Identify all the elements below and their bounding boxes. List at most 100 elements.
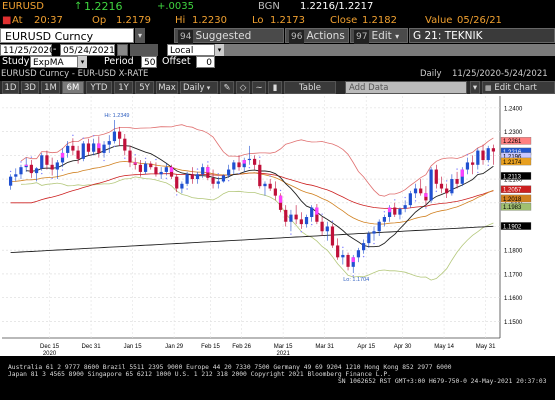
- end-date-field[interactable]: 05/24/2021: [60, 44, 115, 56]
- security-input[interactable]: EURUSD Curncy: [0, 28, 134, 43]
- candle: [289, 209, 293, 232]
- bid-ask-price: 1.2216/1.2217: [300, 1, 374, 12]
- price-chart[interactable]: 1.24001.23001.22001.21001.20001.19001.18…: [0, 94, 555, 356]
- candle: [24, 157, 28, 172]
- currency-chevron-down-icon[interactable]: ▾: [215, 44, 224, 56]
- candle: [60, 148, 65, 168]
- candle-highlight: [97, 143, 101, 149]
- candle: [294, 205, 298, 225]
- candle: [252, 155, 257, 170]
- offset-field[interactable]: 0: [196, 56, 215, 68]
- range-1y-button[interactable]: 1Y: [114, 81, 133, 94]
- calendar-icon[interactable]: [117, 44, 128, 56]
- price-tag: 1.2057: [500, 185, 532, 194]
- add-data-input[interactable]: Add Data: [345, 81, 467, 94]
- study-select[interactable]: ExpMA: [30, 56, 78, 68]
- candle-body: [45, 155, 49, 165]
- zoom-icon[interactable]: ◇: [236, 81, 250, 94]
- candle: [304, 214, 309, 228]
- frequency-select[interactable]: Daily ▾: [180, 81, 218, 94]
- sar-dot: [82, 137, 84, 139]
- sar-dot: [456, 168, 458, 170]
- footer-contacts-line2: Japan 81 3 4565 8900 Singapore 65 6212 1…: [8, 371, 391, 378]
- sar-dot: [435, 190, 437, 193]
- candle: [107, 135, 111, 153]
- price-tag-box: [500, 194, 532, 203]
- candle-body: [403, 205, 407, 209]
- candle: [346, 252, 350, 271]
- study-bar: [0, 56, 555, 68]
- candle-body: [372, 231, 376, 234]
- chart-type-line-icon[interactable]: ∼: [252, 81, 266, 94]
- ema-long-line: [10, 161, 494, 225]
- x-tick-label: Dec 15: [40, 344, 60, 350]
- period-label: Period: [104, 56, 134, 67]
- draw-tool-icon[interactable]: ✎: [220, 81, 234, 94]
- date-range-spacer: [130, 44, 158, 56]
- start-date-field[interactable]: 11/25/2020: [0, 44, 55, 56]
- candle-body: [382, 217, 386, 222]
- candle: [403, 200, 407, 213]
- x-tick-label: Jan 15: [124, 344, 143, 350]
- candle-body: [278, 195, 283, 210]
- study-chevron-down-icon[interactable]: ▾: [78, 56, 87, 68]
- candle-body: [221, 175, 226, 182]
- candle-body: [450, 179, 454, 194]
- quote-time: 20:37: [34, 15, 63, 26]
- range-1m-button[interactable]: 1M: [41, 81, 60, 94]
- candle-body: [71, 145, 75, 151]
- edit-button[interactable]: 97 Edit ▾: [350, 28, 408, 45]
- candle-body: [92, 143, 96, 152]
- range-5y-button[interactable]: 5Y: [135, 81, 154, 94]
- candle-body: [40, 155, 44, 169]
- add-data-chevron-down-icon[interactable]: ▾: [470, 81, 480, 94]
- edit-chart-button[interactable]: ▦ Edit Chart: [482, 81, 555, 94]
- candle-body: [304, 217, 309, 225]
- lo-annotation: Lo: 1.1704: [343, 277, 369, 283]
- candle: [387, 205, 392, 222]
- candle-body: [294, 214, 298, 220]
- table-button[interactable]: Table: [284, 81, 336, 94]
- sar-dot: [217, 173, 219, 175]
- sar-dot: [445, 180, 448, 182]
- candle-highlight: [60, 152, 65, 158]
- candle-body: [190, 174, 194, 180]
- candle-body: [185, 174, 189, 184]
- price-tag-label: 1.2113: [503, 174, 522, 180]
- y-tick-label: 1.1700: [504, 272, 523, 278]
- candle: [76, 145, 80, 164]
- candle: [258, 160, 262, 189]
- candle: [190, 167, 194, 184]
- currency-select[interactable]: Local CCY: [167, 44, 215, 68]
- security-dropdown-icon[interactable]: ▾: [135, 28, 145, 43]
- candle-body: [29, 164, 33, 174]
- range-3d-button[interactable]: 3D: [21, 81, 39, 94]
- low-label: Lo: [252, 15, 264, 26]
- frequency-label: Daily: [420, 69, 442, 79]
- candle: [263, 181, 267, 196]
- sar-dot: [20, 161, 22, 163]
- candle: [460, 167, 464, 187]
- range-1d-button[interactable]: 1D: [2, 81, 19, 94]
- candle-body: [299, 219, 303, 225]
- candle: [465, 157, 470, 175]
- period-field[interactable]: 50: [141, 56, 157, 68]
- price-tag-label: 1.1983: [503, 205, 522, 211]
- chart-type-bar-icon[interactable]: ▮: [268, 81, 282, 94]
- candle-body: [138, 164, 142, 172]
- info-line: [0, 68, 555, 81]
- candle: [299, 212, 303, 229]
- last-price: 1.2216: [84, 0, 123, 13]
- candle: [123, 133, 127, 156]
- range-6m-button[interactable]: 6M: [62, 81, 84, 94]
- sar-dot: [238, 172, 240, 175]
- candle-body: [310, 207, 314, 217]
- candle-body: [320, 221, 324, 232]
- range-max-button[interactable]: Max: [156, 81, 178, 94]
- sar-dot: [61, 169, 64, 171]
- range-ytd-button[interactable]: YTD: [86, 81, 112, 94]
- price-tag-box: [500, 222, 532, 230]
- sar-dot: [103, 159, 105, 162]
